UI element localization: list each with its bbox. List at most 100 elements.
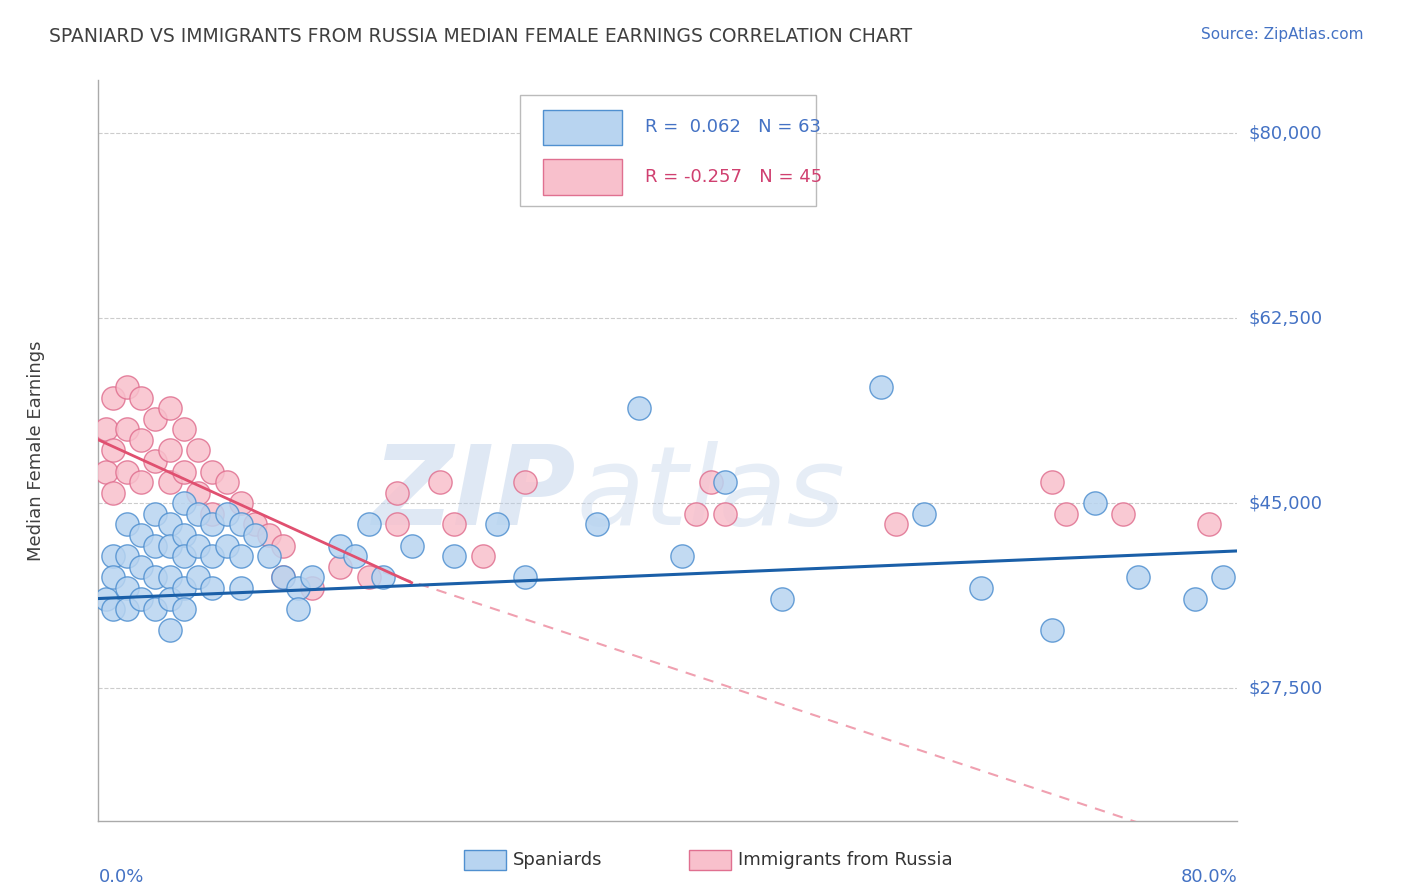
Point bbox=[515, 570, 537, 584]
Point bbox=[201, 507, 224, 521]
Point bbox=[273, 570, 295, 584]
Point bbox=[101, 570, 124, 584]
Text: R =  0.062   N = 63: R = 0.062 N = 63 bbox=[645, 119, 821, 136]
Point bbox=[129, 475, 152, 490]
Point bbox=[187, 570, 209, 584]
Point bbox=[129, 433, 152, 447]
Point bbox=[1040, 475, 1063, 490]
Point bbox=[486, 517, 509, 532]
Text: Source: ZipAtlas.com: Source: ZipAtlas.com bbox=[1201, 27, 1364, 42]
Text: atlas: atlas bbox=[576, 442, 845, 549]
Point bbox=[115, 422, 138, 436]
Point bbox=[259, 528, 281, 542]
Point bbox=[628, 401, 651, 416]
Point bbox=[301, 570, 323, 584]
Point bbox=[129, 391, 152, 405]
Point bbox=[585, 517, 607, 532]
Point bbox=[301, 581, 323, 595]
Point bbox=[201, 549, 224, 564]
Point bbox=[229, 496, 252, 510]
Text: $45,000: $45,000 bbox=[1249, 494, 1323, 512]
Point bbox=[357, 517, 380, 532]
Text: Median Female Earnings: Median Female Earnings bbox=[27, 340, 45, 561]
Point bbox=[173, 549, 195, 564]
Text: 0.0%: 0.0% bbox=[98, 868, 143, 887]
Point bbox=[401, 539, 423, 553]
Point bbox=[173, 602, 195, 616]
Point bbox=[201, 517, 224, 532]
Point bbox=[243, 528, 266, 542]
Text: ZIP: ZIP bbox=[373, 442, 576, 549]
Point bbox=[429, 475, 451, 490]
Point bbox=[1198, 517, 1220, 532]
Point bbox=[115, 549, 138, 564]
Point bbox=[357, 570, 380, 584]
Point bbox=[1184, 591, 1206, 606]
Bar bbox=[543, 110, 623, 145]
Point bbox=[912, 507, 935, 521]
Point bbox=[159, 624, 181, 638]
Point bbox=[1126, 570, 1149, 584]
Point bbox=[229, 517, 252, 532]
Point bbox=[1112, 507, 1135, 521]
Point bbox=[115, 380, 138, 394]
Bar bbox=[543, 160, 623, 195]
Point bbox=[714, 507, 737, 521]
Text: Immigrants from Russia: Immigrants from Russia bbox=[738, 851, 953, 869]
Point bbox=[145, 570, 167, 584]
Point bbox=[159, 539, 181, 553]
Point bbox=[129, 559, 152, 574]
Point bbox=[714, 475, 737, 490]
Point bbox=[187, 539, 209, 553]
Point bbox=[215, 475, 238, 490]
Point bbox=[173, 581, 195, 595]
Point bbox=[259, 549, 281, 564]
Point bbox=[287, 581, 309, 595]
Point bbox=[115, 517, 138, 532]
Point bbox=[159, 517, 181, 532]
Point bbox=[187, 485, 209, 500]
Point bbox=[1084, 496, 1107, 510]
Point bbox=[101, 549, 124, 564]
Point bbox=[159, 401, 181, 416]
Point bbox=[229, 581, 252, 595]
Point bbox=[1212, 570, 1234, 584]
Point bbox=[471, 549, 494, 564]
Point bbox=[884, 517, 907, 532]
Point bbox=[145, 507, 167, 521]
Point bbox=[201, 581, 224, 595]
Point bbox=[443, 517, 465, 532]
Point bbox=[115, 465, 138, 479]
Point bbox=[273, 570, 295, 584]
Text: $80,000: $80,000 bbox=[1249, 124, 1322, 142]
Point bbox=[1040, 624, 1063, 638]
Point bbox=[115, 602, 138, 616]
Point bbox=[101, 391, 124, 405]
Point bbox=[515, 475, 537, 490]
Point bbox=[173, 528, 195, 542]
Point bbox=[101, 443, 124, 458]
Text: Spaniards: Spaniards bbox=[513, 851, 603, 869]
Point bbox=[173, 465, 195, 479]
Point bbox=[970, 581, 993, 595]
Point bbox=[159, 475, 181, 490]
Point bbox=[329, 539, 352, 553]
Point bbox=[273, 539, 295, 553]
Point bbox=[145, 539, 167, 553]
Point bbox=[387, 485, 409, 500]
Point bbox=[145, 602, 167, 616]
Point bbox=[94, 591, 117, 606]
Bar bbox=[520, 95, 815, 206]
Point bbox=[173, 422, 195, 436]
Text: $27,500: $27,500 bbox=[1249, 680, 1323, 698]
Point bbox=[101, 602, 124, 616]
Point bbox=[215, 507, 238, 521]
Text: SPANIARD VS IMMIGRANTS FROM RUSSIA MEDIAN FEMALE EARNINGS CORRELATION CHART: SPANIARD VS IMMIGRANTS FROM RUSSIA MEDIA… bbox=[49, 27, 912, 45]
Point bbox=[159, 591, 181, 606]
Point bbox=[187, 443, 209, 458]
Text: 80.0%: 80.0% bbox=[1181, 868, 1237, 887]
Point bbox=[243, 517, 266, 532]
Point bbox=[229, 549, 252, 564]
Point bbox=[373, 570, 395, 584]
Point bbox=[671, 549, 693, 564]
